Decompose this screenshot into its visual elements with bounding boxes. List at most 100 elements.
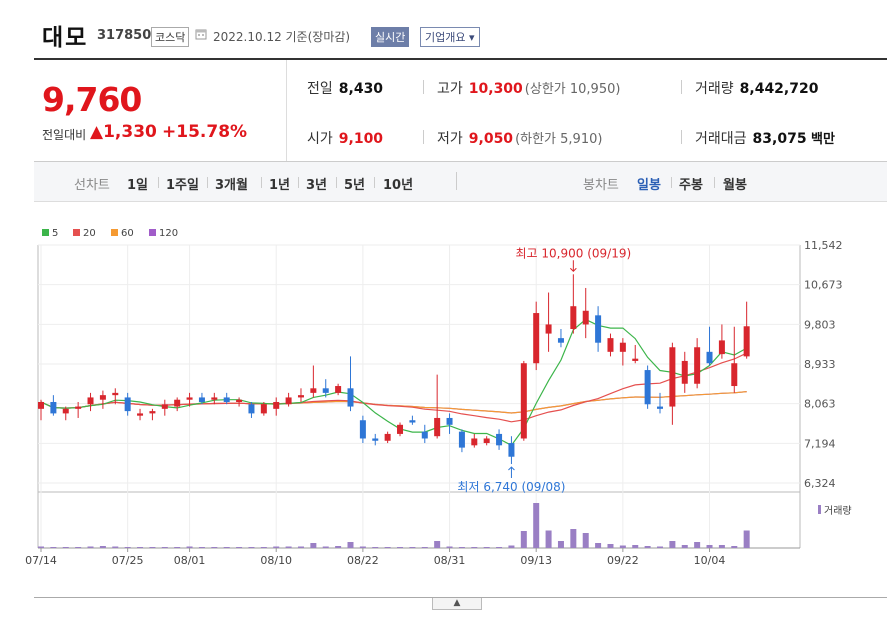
company-info-dropdown[interactable]: 기업개요 ▾ [420,27,480,47]
price-summary: 9,760 전일대비 ▲1,330 +15.78% [34,60,287,161]
volume-bar [706,545,713,548]
period-weekly[interactable]: 주봉 [679,178,703,193]
range-3y[interactable]: 3년 [306,178,328,193]
x-tick-label: 08/22 [347,554,379,567]
candle-body [409,420,416,423]
candle-body [619,342,626,352]
period-daily[interactable]: 일봉 [637,178,661,193]
y-tick-label: 7,194 [804,437,836,450]
ma20-line [40,352,747,423]
max-annotation: 최고 10,900 (09/19) [516,246,632,260]
candle-body [137,413,144,416]
legend-label: 60 [121,228,134,239]
current-price: 9,760 [42,80,142,119]
volume-bar [632,545,639,548]
period-monthly[interactable]: 월봉 [723,178,747,193]
legend-swatch [149,229,156,236]
candle-body [149,411,156,414]
candle-body [248,404,255,414]
candle-body [520,363,527,439]
candle-body [397,424,404,434]
volume-bar [545,530,552,548]
candle-body [681,360,688,384]
volume-bar [520,531,527,548]
candle-body [706,351,713,364]
candle-body [718,340,725,355]
candle-body [446,417,453,425]
stock-name: 대모 [42,25,89,51]
volume-bar [644,546,651,548]
x-tick-label: 08/10 [260,554,292,567]
volume-bar [718,545,725,548]
candle-body [310,388,317,393]
candle-body [570,306,577,330]
divider [374,177,375,188]
volume-bar [198,547,205,548]
range-1y[interactable]: 1년 [269,178,291,193]
volume-bar [372,547,379,548]
candle-body [335,386,342,393]
volume-bar [471,547,478,548]
candle-chart-label: 봉차트 [583,178,619,193]
divider [298,177,299,188]
candle-body [644,370,651,405]
divider [423,130,424,144]
volume-bar [681,545,688,548]
volume-bar [619,545,626,548]
stat-volume: 거래량 8,442,720 [695,81,819,97]
base-date: 2022.10.12 기준(장마감) [213,30,351,44]
realtime-button[interactable]: 실시간 [371,27,410,47]
candle-body [743,326,750,357]
collapse-chart-button[interactable]: ▲ [432,598,482,610]
candle-body [657,406,663,409]
candle-body [384,433,391,441]
candle-body [297,395,304,398]
candle-body [62,408,69,414]
candle-body [75,406,82,409]
candle-body [347,388,354,407]
volume-bar [335,546,342,548]
range-1d[interactable]: 1일 [127,178,149,193]
candle-body [322,388,329,393]
volume-bar [149,547,156,548]
range-10y[interactable]: 10년 [383,178,414,193]
divider [158,177,159,188]
range-5y[interactable]: 5년 [344,178,366,193]
divider [34,161,887,162]
x-tick-label: 08/31 [434,554,466,567]
volume-bar [62,547,69,548]
candle-body [112,392,119,396]
x-tick-label: 09/22 [607,554,639,567]
candle-body [669,347,676,407]
volume-bar [87,546,94,548]
volume-bar [347,542,354,548]
candle-body [372,438,379,441]
y-tick-label: 8,063 [804,398,836,411]
stock-code: 317850 [97,28,152,43]
calendar-icon [195,29,207,40]
divider [261,177,262,188]
x-tick-label: 10/04 [694,554,726,567]
candle-body [50,401,57,414]
stat-prev: 전일 8,430 [307,81,384,97]
volume-bar [112,546,119,548]
volume-bar [570,529,577,548]
min-annotation: 최저 6,740 (09/08) [457,480,565,494]
ma60-line [40,391,747,414]
divider [423,80,424,94]
x-tick-label: 09/13 [520,554,552,567]
volume-bar [669,541,676,548]
range-1w[interactable]: 1주일 [166,178,199,193]
candlestick-chart[interactable]: 11,542 10,673 9,803 8,933 8,063 7,194 6,324 07/… [0,210,887,595]
divider [681,130,682,144]
y-tick-label: 8,933 [804,358,836,371]
candle-body [533,313,540,364]
chart-toolbar: 선차트 1일 1주일 3개월 1년 3년 5년 10년 봉차트 일봉 주봉 월봉 [34,162,887,202]
volume-bar [273,546,280,548]
range-3m[interactable]: 3개월 [215,178,248,193]
y-tick-label: 9,803 [804,318,836,331]
divider [456,172,457,190]
volume-bar [322,546,329,548]
volume-bar [384,547,391,548]
volume-label: 거래량 [824,505,852,517]
